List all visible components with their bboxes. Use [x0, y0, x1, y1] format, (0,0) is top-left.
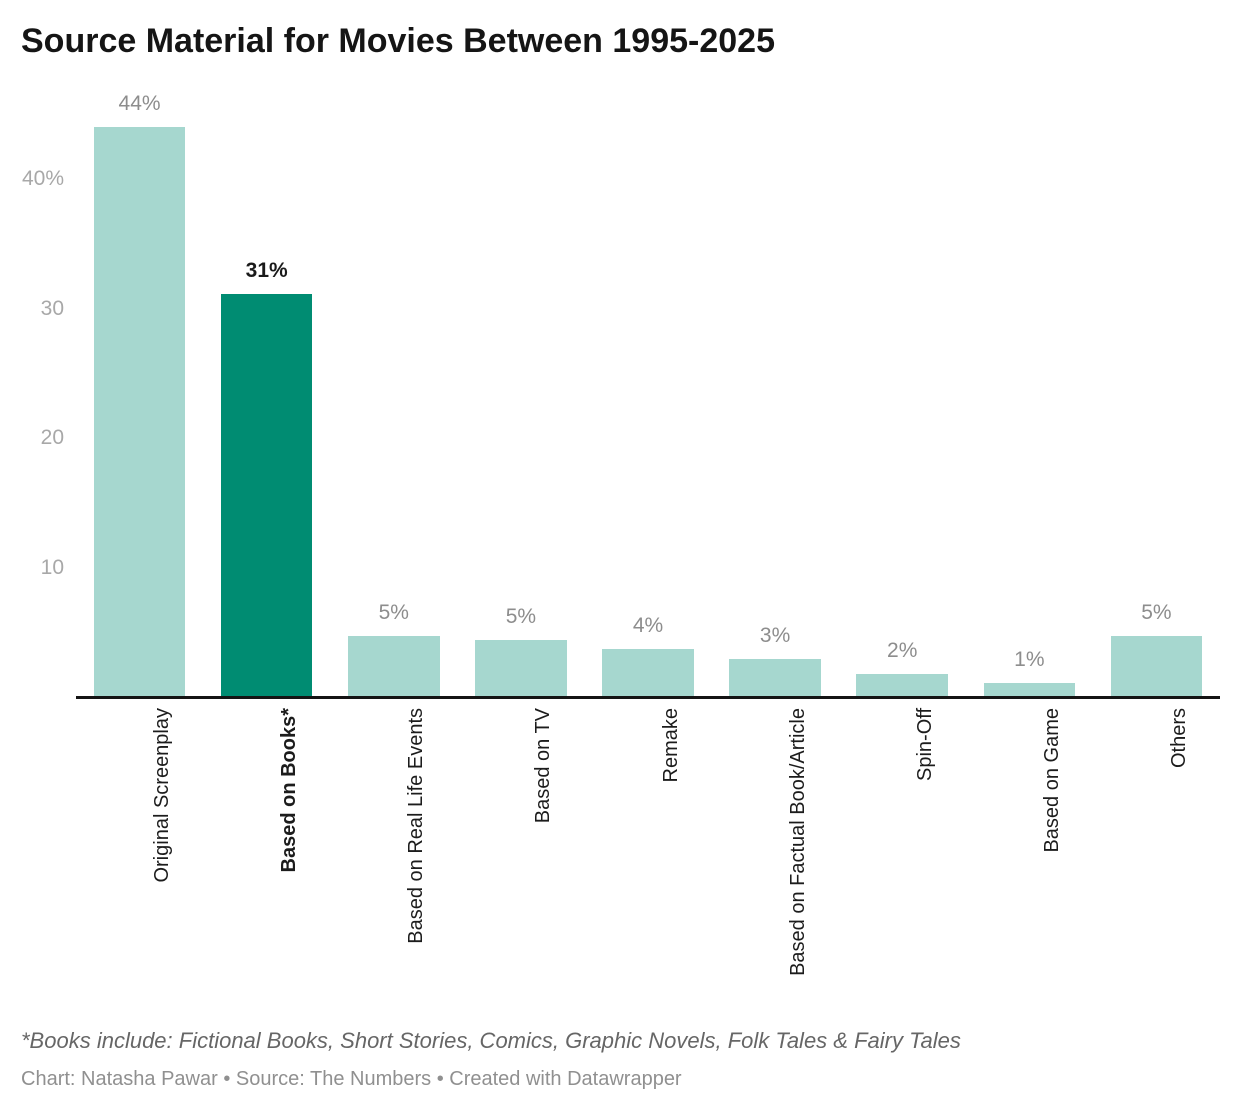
- bar-column: 5%: [330, 90, 457, 697]
- category-label: Based on Real Life Events: [405, 708, 428, 944]
- bar-column: 4%: [584, 90, 711, 697]
- bar-remake: [602, 649, 694, 697]
- bar-others: [1110, 636, 1203, 697]
- bar-value-label: 5%: [378, 601, 409, 624]
- x-axis-line: [76, 696, 1220, 699]
- category-label: Based on Game: [1040, 708, 1063, 853]
- x-label-cell: Based on TV: [457, 708, 584, 1000]
- x-label-cell: Spin-Off: [839, 708, 966, 1000]
- x-label-cell: Original Screenplay: [76, 708, 203, 1000]
- bar-based-on-factual-book-article: [729, 659, 821, 697]
- category-label: Spin-Off: [913, 708, 936, 781]
- category-label: Original Screenplay: [151, 708, 174, 883]
- category-label: Based on Factual Book/Article: [786, 708, 809, 976]
- category-label: Based on Books*: [278, 708, 301, 873]
- chart-title: Source Material for Movies Between 1995-…: [21, 22, 775, 60]
- category-label: Others: [1167, 708, 1190, 769]
- bar-column: 5%: [1093, 90, 1220, 697]
- bar-value-label: 5%: [505, 605, 537, 628]
- bar-value-label: 3%: [759, 624, 791, 647]
- y-tick-label: 30: [40, 296, 64, 320]
- bar-value-label: 4%: [632, 614, 664, 637]
- bar-value-label: 1%: [1014, 648, 1045, 671]
- bar-column: 44%: [76, 90, 203, 697]
- y-tick-label: 40%: [21, 167, 64, 190]
- x-axis-labels: Original Screenplay Based on Books* Based …: [76, 708, 1220, 1000]
- plot-area: 44% 31% 5% 5% 4% 3% 2% 1% 5%: [76, 90, 1220, 697]
- bar-original-screenplay: [93, 127, 186, 697]
- category-label: Based on TV: [532, 708, 555, 824]
- bar-column: 31%: [203, 90, 330, 697]
- category-label: Remake: [659, 708, 682, 783]
- y-tick-label: 10: [40, 555, 64, 579]
- bar-based-on-real-life-events: [348, 636, 440, 697]
- x-label-cell: Others: [1093, 708, 1220, 1000]
- x-label-cell: Based on Factual Book/Article: [712, 708, 839, 1000]
- bar-based-on-books: [220, 294, 313, 697]
- bar-column: 1%: [966, 90, 1093, 697]
- bar-value-label: 31%: [245, 259, 288, 282]
- bar-value-label: 44%: [118, 92, 161, 115]
- bar-based-on-tv: [475, 640, 567, 697]
- footnote: *Books include: Fictional Books, Short S…: [21, 1028, 961, 1053]
- y-tick-label: 20: [40, 426, 64, 449]
- x-label-cell: Based on Game: [966, 708, 1093, 1000]
- bar-spin-off: [856, 674, 948, 697]
- bar-value-label: 5%: [1141, 601, 1172, 624]
- bar-column: 2%: [839, 90, 966, 697]
- credit-line: Chart: Natasha Pawar • Source: The Numbe…: [21, 1068, 682, 1090]
- bar-column: 5%: [457, 90, 584, 697]
- x-label-cell: Based on Books*: [203, 708, 330, 1000]
- x-label-cell: Remake: [584, 708, 711, 1000]
- x-label-cell: Based on Real Life Events: [330, 708, 457, 1000]
- bar-column: 3%: [712, 90, 839, 697]
- bar-based-on-game: [983, 683, 1076, 697]
- bar-value-label: 2%: [887, 639, 918, 662]
